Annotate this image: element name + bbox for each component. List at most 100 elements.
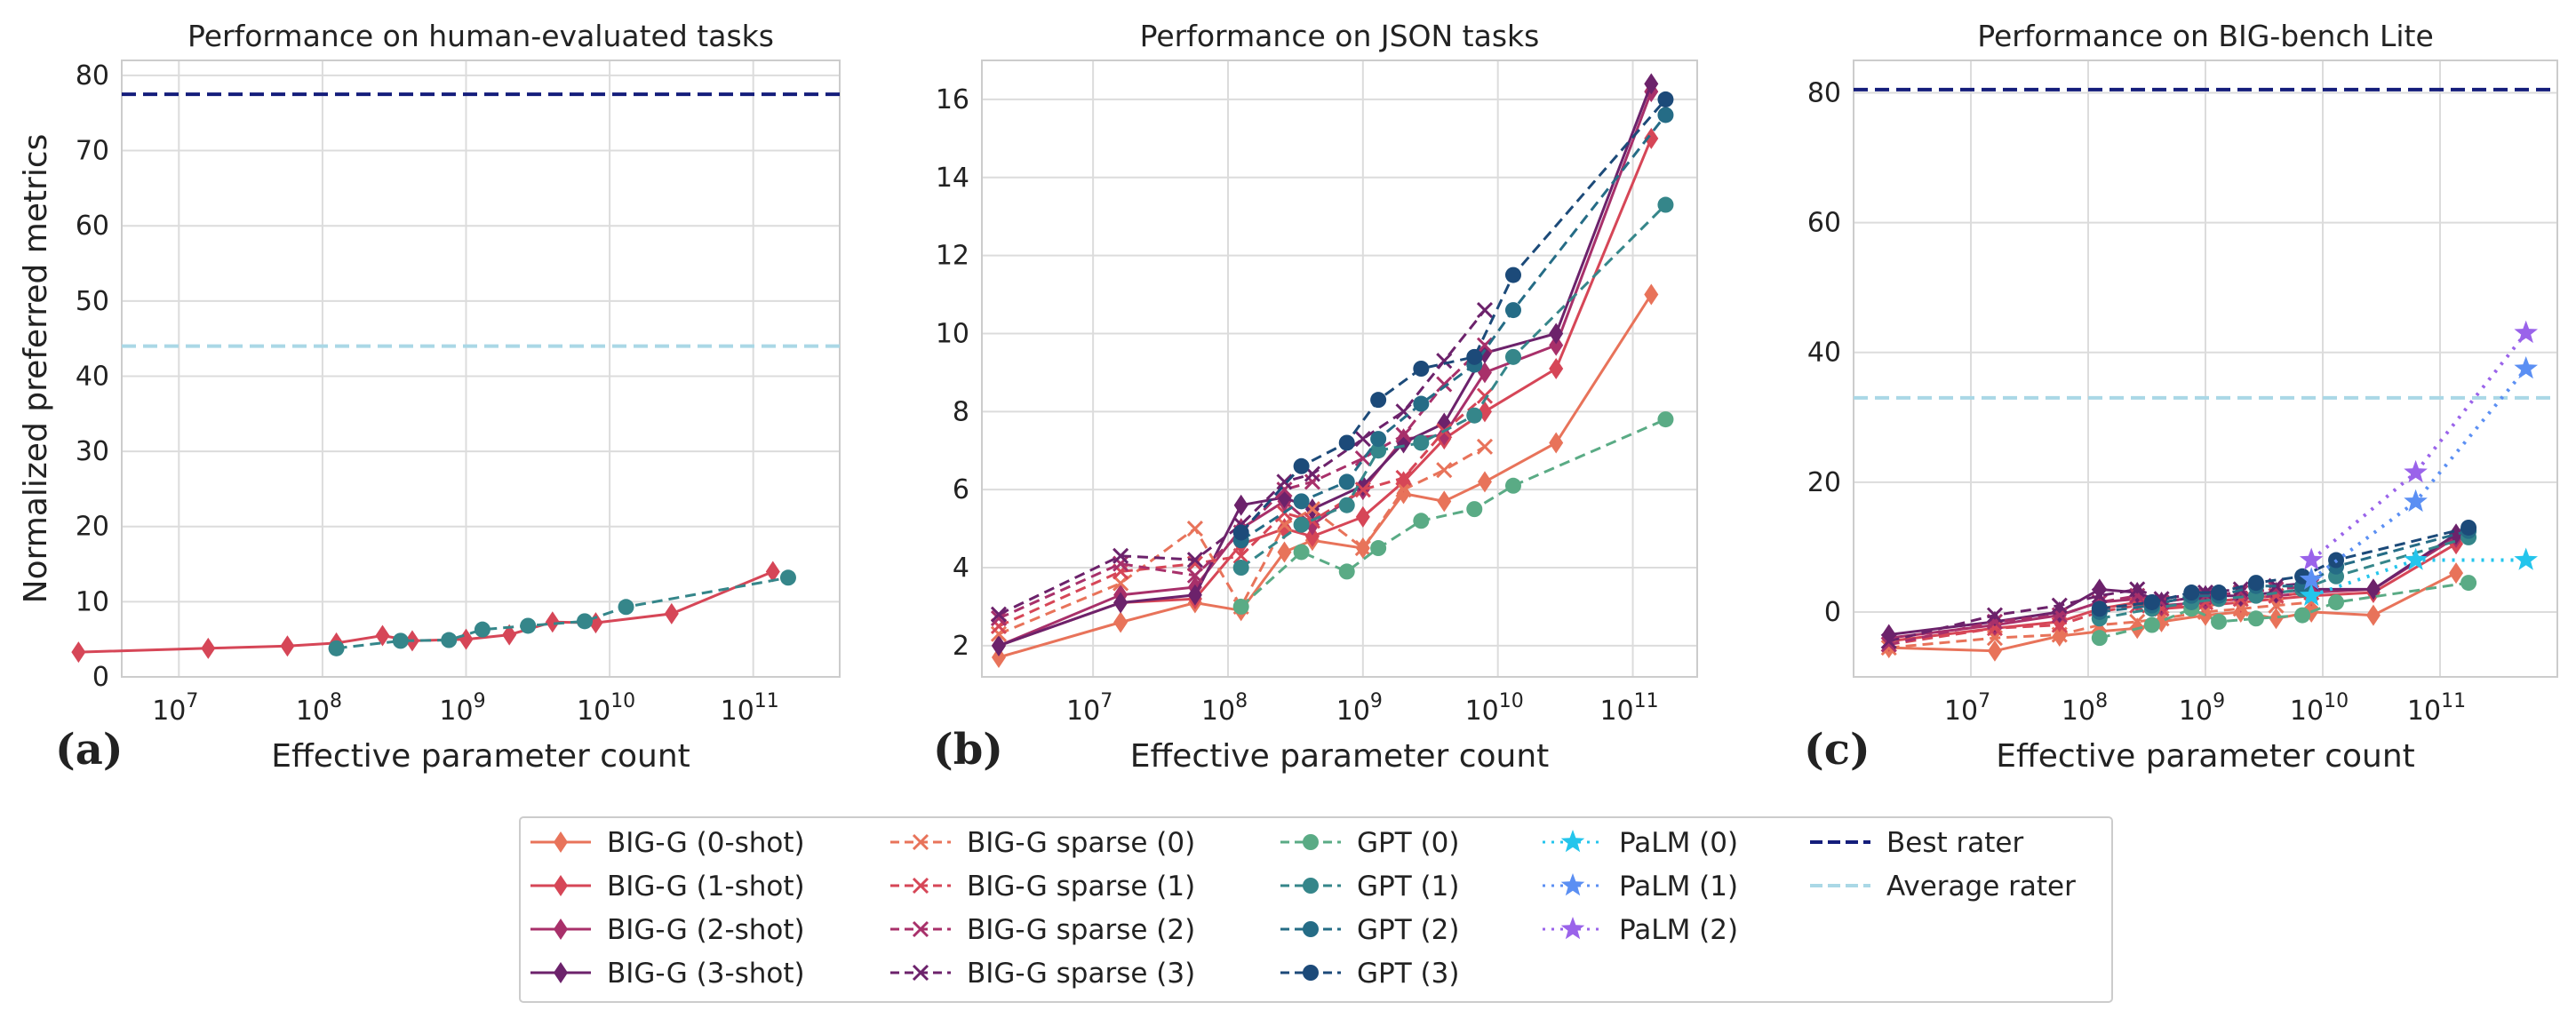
data-point xyxy=(2299,583,2324,606)
data-point xyxy=(545,611,560,633)
data-point xyxy=(2143,616,2160,633)
series-line xyxy=(2310,367,2528,582)
legend-marker xyxy=(554,875,568,896)
data-point xyxy=(2404,547,2428,570)
legend-item-best-rater: Best rater xyxy=(1810,827,2023,859)
data-point xyxy=(2143,593,2160,610)
legend-marker xyxy=(912,877,929,895)
data-point xyxy=(1466,407,1483,424)
data-point xyxy=(1186,552,1203,569)
legend-item-gpt-2: GPT (2) xyxy=(1280,914,1459,946)
series-line xyxy=(998,394,1486,628)
data-point xyxy=(1355,505,1370,528)
x-tick-label: 108 xyxy=(1201,690,1248,727)
series-line xyxy=(998,138,1653,648)
data-point xyxy=(1413,513,1430,529)
data-point xyxy=(2449,562,2464,585)
data-point xyxy=(474,621,490,638)
data-point xyxy=(1354,481,1371,498)
series-gpt-1 xyxy=(1232,196,1674,577)
legend-marker xyxy=(912,964,929,982)
data-point xyxy=(1476,337,1494,354)
data-point xyxy=(1293,516,1310,533)
data-point xyxy=(1549,322,1564,345)
data-point xyxy=(2091,600,2108,617)
data-point xyxy=(1370,431,1387,448)
series-gpt-3 xyxy=(1232,91,1674,541)
data-point xyxy=(2211,585,2228,601)
series-line xyxy=(1240,98,1667,534)
data-point xyxy=(1657,196,1674,213)
data-point xyxy=(1232,524,1249,541)
data-point xyxy=(2247,610,2264,627)
data-point xyxy=(991,634,1006,656)
x-tick-label: 107 xyxy=(1066,690,1113,727)
data-point xyxy=(1644,127,1659,149)
x-tick-label: 109 xyxy=(2179,690,2225,727)
legend-marker xyxy=(554,919,568,940)
x-axis-label: Effective parameter count xyxy=(1996,738,2415,775)
data-point xyxy=(1233,494,1248,516)
data-point xyxy=(1549,358,1564,379)
data-point xyxy=(280,635,295,657)
series-line xyxy=(998,91,1653,648)
data-point xyxy=(1476,302,1494,319)
series-big-g-3-shot xyxy=(991,73,1659,656)
series-palm-0 xyxy=(2299,547,2538,606)
data-point xyxy=(1395,481,1412,498)
data-point xyxy=(1276,516,1293,533)
y-tick-label: 40 xyxy=(1807,338,1841,369)
legend-item-big-g-1-shot: BIG-G (1-shot) xyxy=(530,871,805,903)
legend-marker xyxy=(912,833,929,851)
series-gpt-0 xyxy=(2091,575,2477,647)
y-tick-label: 50 xyxy=(76,286,109,317)
data-point xyxy=(2091,587,2108,604)
data-point xyxy=(1186,567,1203,584)
data-point xyxy=(201,637,216,659)
data-point xyxy=(2328,593,2345,610)
legend-label: GPT (2) xyxy=(1357,914,1459,946)
data-point xyxy=(1355,474,1370,497)
data-point xyxy=(1549,432,1564,454)
data-point xyxy=(2183,585,2200,601)
plot-frame xyxy=(1853,60,2558,678)
data-point xyxy=(1880,632,1897,649)
legend-marker xyxy=(912,920,929,938)
legend-marker xyxy=(1560,873,1585,896)
data-point xyxy=(1657,411,1674,428)
y-tick-label: 10 xyxy=(76,586,109,617)
data-point xyxy=(1504,348,1521,365)
legend-marker xyxy=(1560,830,1585,853)
series-line xyxy=(998,83,1653,648)
legend-item-big-g-sparse-0: BIG-G sparse (0) xyxy=(890,827,1195,859)
legend-label: BIG-G (3-shot) xyxy=(607,958,805,990)
data-point xyxy=(1395,403,1412,420)
data-point xyxy=(1187,584,1202,606)
legend-item-palm-2: PaLM (2) xyxy=(1543,914,1738,946)
y-tick-label: 14 xyxy=(936,163,969,194)
y-tick-label: 40 xyxy=(76,361,109,392)
y-tick-label: 20 xyxy=(1807,467,1841,498)
y-tick-label: 16 xyxy=(936,84,969,115)
legend-frame xyxy=(519,816,2113,1003)
y-tick-label: 4 xyxy=(953,553,969,584)
data-point xyxy=(1466,501,1483,518)
data-point xyxy=(1657,91,1674,107)
panel-label: (b) xyxy=(933,725,1003,775)
y-axis-label: Normalized preferred metrics xyxy=(18,134,54,604)
legend-item-big-g-3-shot: BIG-G (3-shot) xyxy=(530,958,805,990)
data-point xyxy=(1436,462,1453,479)
x-tick-label: 109 xyxy=(1336,690,1383,727)
legend-item-big-g-2-shot: BIG-G (2-shot) xyxy=(530,914,805,946)
series-line xyxy=(1240,114,1667,542)
legend-marker xyxy=(1303,878,1319,894)
data-point xyxy=(1338,563,1355,580)
x-tick-label: 1011 xyxy=(2407,690,2466,727)
legend-item-big-g-sparse-1: BIG-G sparse (1) xyxy=(890,871,1195,903)
data-point xyxy=(1395,469,1412,487)
legend: BIG-G (0-shot) BIG-G (1-shot) BIG-G (2-sho… xyxy=(519,816,2113,1003)
legend-label: BIG-G sparse (1) xyxy=(967,871,1195,903)
data-point xyxy=(1476,438,1494,455)
data-point xyxy=(1186,521,1203,537)
data-point xyxy=(2514,320,2538,344)
